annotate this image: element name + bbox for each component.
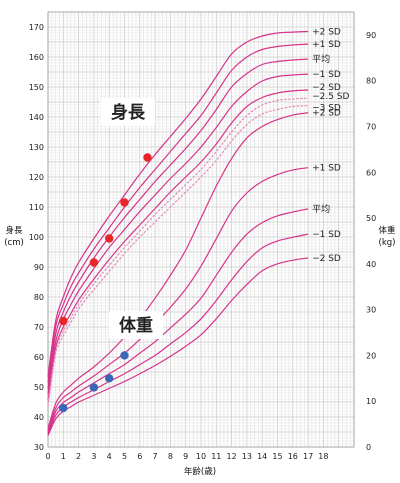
weight-sd-label: 平均 bbox=[312, 203, 330, 215]
x-tick-label: 6 bbox=[137, 452, 142, 461]
weight-tick-label: 30 bbox=[366, 306, 376, 315]
x-tick-label: 17 bbox=[303, 452, 313, 461]
height-curve-4 bbox=[47, 89, 309, 401]
height-point bbox=[120, 198, 129, 207]
height-curve-6 bbox=[47, 105, 309, 407]
weight-point bbox=[89, 383, 99, 392]
weight-point bbox=[105, 374, 114, 383]
height-curve-3 bbox=[47, 73, 309, 395]
weight-point bbox=[120, 351, 129, 360]
weight-tick-label: 0 bbox=[366, 443, 371, 452]
height-tick-label: 100 bbox=[29, 233, 44, 242]
x-tick-label: 1 bbox=[61, 452, 66, 461]
height-tick-label: 140 bbox=[29, 113, 44, 122]
weight-tick-label: 90 bbox=[366, 31, 376, 40]
height-sd-label: 平均 bbox=[312, 53, 330, 65]
weight-sd-label: −2 SD bbox=[312, 254, 341, 264]
height-sd-label: +2 SD bbox=[312, 28, 341, 38]
height-title: 身長 bbox=[111, 102, 146, 123]
weight-title: 体重 bbox=[119, 315, 153, 336]
x-tick-label: 9 bbox=[183, 452, 188, 461]
weight-curve-4 bbox=[47, 257, 309, 436]
height-tick-label: 110 bbox=[29, 203, 44, 212]
x-tick-label: 0 bbox=[45, 452, 50, 461]
x-tick-label: 10 bbox=[196, 452, 206, 461]
weight-curve-0 bbox=[47, 112, 309, 429]
height-tick-label: 130 bbox=[29, 143, 44, 152]
height-tick-label: 120 bbox=[29, 173, 44, 182]
height-tick-label: 160 bbox=[29, 53, 44, 62]
height-tick-label: 60 bbox=[34, 353, 44, 362]
weight-tick-label: 50 bbox=[366, 214, 376, 223]
height-axis-title-line2: (cm) bbox=[4, 238, 24, 248]
x-axis-title: 年齢(歳) bbox=[184, 466, 216, 477]
weight-tick-label: 60 bbox=[366, 168, 376, 177]
height-title-bg bbox=[101, 98, 155, 126]
weight-axis-title-line1: 体重 bbox=[378, 225, 396, 236]
plot-frame bbox=[47, 11, 355, 448]
height-curve-1 bbox=[47, 43, 309, 383]
x-tick-label: 7 bbox=[153, 452, 158, 461]
height-sd-label: −3 SD bbox=[312, 104, 341, 114]
weight-tick-label: 10 bbox=[366, 397, 376, 406]
height-point bbox=[143, 153, 152, 162]
height-point bbox=[59, 316, 68, 326]
weight-tick-label: 20 bbox=[366, 351, 376, 360]
x-tick-label: 8 bbox=[168, 452, 173, 461]
height-sd-label: −1 SD bbox=[312, 70, 341, 80]
height-tick-label: 70 bbox=[34, 323, 44, 332]
height-curve-0 bbox=[47, 30, 309, 377]
x-tick-label: 4 bbox=[107, 452, 112, 461]
weight-tick-label: 40 bbox=[366, 260, 376, 269]
x-tick-label: 16 bbox=[288, 452, 298, 461]
height-axis-title-line1: 身長 bbox=[5, 225, 23, 236]
height-curve-2 bbox=[47, 58, 309, 389]
weight-sd-label: +1 SD bbox=[312, 164, 341, 174]
weight-curve-3 bbox=[47, 233, 309, 435]
height-tick-label: 30 bbox=[34, 443, 44, 452]
axis-ticks: 3040506070809010011012013014015016017001… bbox=[29, 23, 376, 461]
x-tick-label: 12 bbox=[227, 452, 237, 461]
height-tick-label: 40 bbox=[34, 413, 44, 422]
height-sd-label: −2 SD bbox=[312, 83, 341, 93]
x-tick-label: 11 bbox=[211, 452, 221, 461]
height-point bbox=[105, 234, 114, 243]
x-tick-label: 18 bbox=[318, 452, 328, 461]
height-tick-label: 50 bbox=[34, 383, 44, 392]
height-curve-5 bbox=[47, 97, 309, 404]
height-tick-label: 170 bbox=[29, 23, 44, 32]
height-sd-label: +1 SD bbox=[312, 40, 341, 50]
x-tick-label: 3 bbox=[91, 452, 96, 461]
height-tick-label: 80 bbox=[34, 293, 44, 302]
grid-major bbox=[47, 11, 355, 448]
height-tick-label: 150 bbox=[29, 83, 44, 92]
height-point bbox=[89, 258, 99, 267]
height-sd-label: −2.5 SD bbox=[312, 92, 349, 102]
weight-title-bg bbox=[109, 311, 163, 339]
x-tick-label: 2 bbox=[76, 452, 81, 461]
x-tick-label: 13 bbox=[242, 452, 252, 461]
weight-axis-title-line2: (kg) bbox=[379, 238, 396, 248]
weight-tick-label: 80 bbox=[366, 77, 376, 86]
weight-tick-label: 70 bbox=[366, 122, 376, 131]
x-tick-label: 5 bbox=[122, 452, 127, 461]
weight-point bbox=[59, 403, 68, 413]
x-tick-label: 15 bbox=[272, 452, 282, 461]
height-tick-label: 90 bbox=[34, 263, 44, 272]
x-tick-label: 14 bbox=[257, 452, 267, 461]
weight-sd-label: +2 SD bbox=[312, 109, 341, 119]
weight-sd-label: −1 SD bbox=[312, 230, 341, 240]
